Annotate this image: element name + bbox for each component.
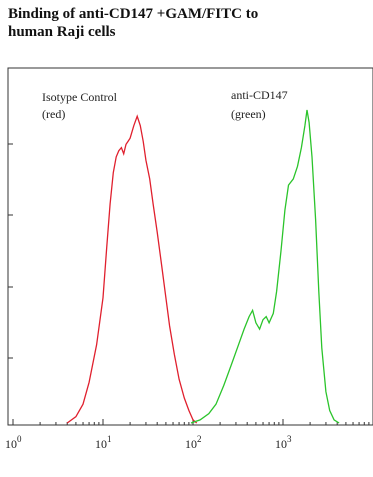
legend-label-anti-cd147-color: (green) [231, 107, 266, 121]
series-line-anti-cd147 [190, 109, 340, 424]
legend-label-isotype-color: (red) [42, 107, 65, 121]
legend-label-isotype-control: Isotype Control [42, 90, 118, 104]
series-line-isotype-control [66, 114, 198, 424]
x-tick-label: 100 [5, 434, 22, 451]
chart-title: Binding of anti-CD147 +GAM/FITC to human… [8, 5, 368, 41]
x-tick-label: 103 [275, 434, 292, 451]
chart-title-line1: Binding of anti-CD147 +GAM/FITC to [8, 6, 259, 22]
x-tick-label: 102 [185, 434, 202, 451]
y-axis-ticks [8, 143, 13, 359]
x-tick-label: 101 [95, 434, 112, 451]
legend-label-anti-cd147: anti-CD147 [231, 88, 288, 102]
plot-frame [7, 67, 373, 426]
x-axis-tick-labels: 100 101 102 103 [5, 434, 292, 451]
x-axis-ticks [12, 419, 370, 425]
chart-title-line2: human Raji cells [8, 24, 116, 40]
